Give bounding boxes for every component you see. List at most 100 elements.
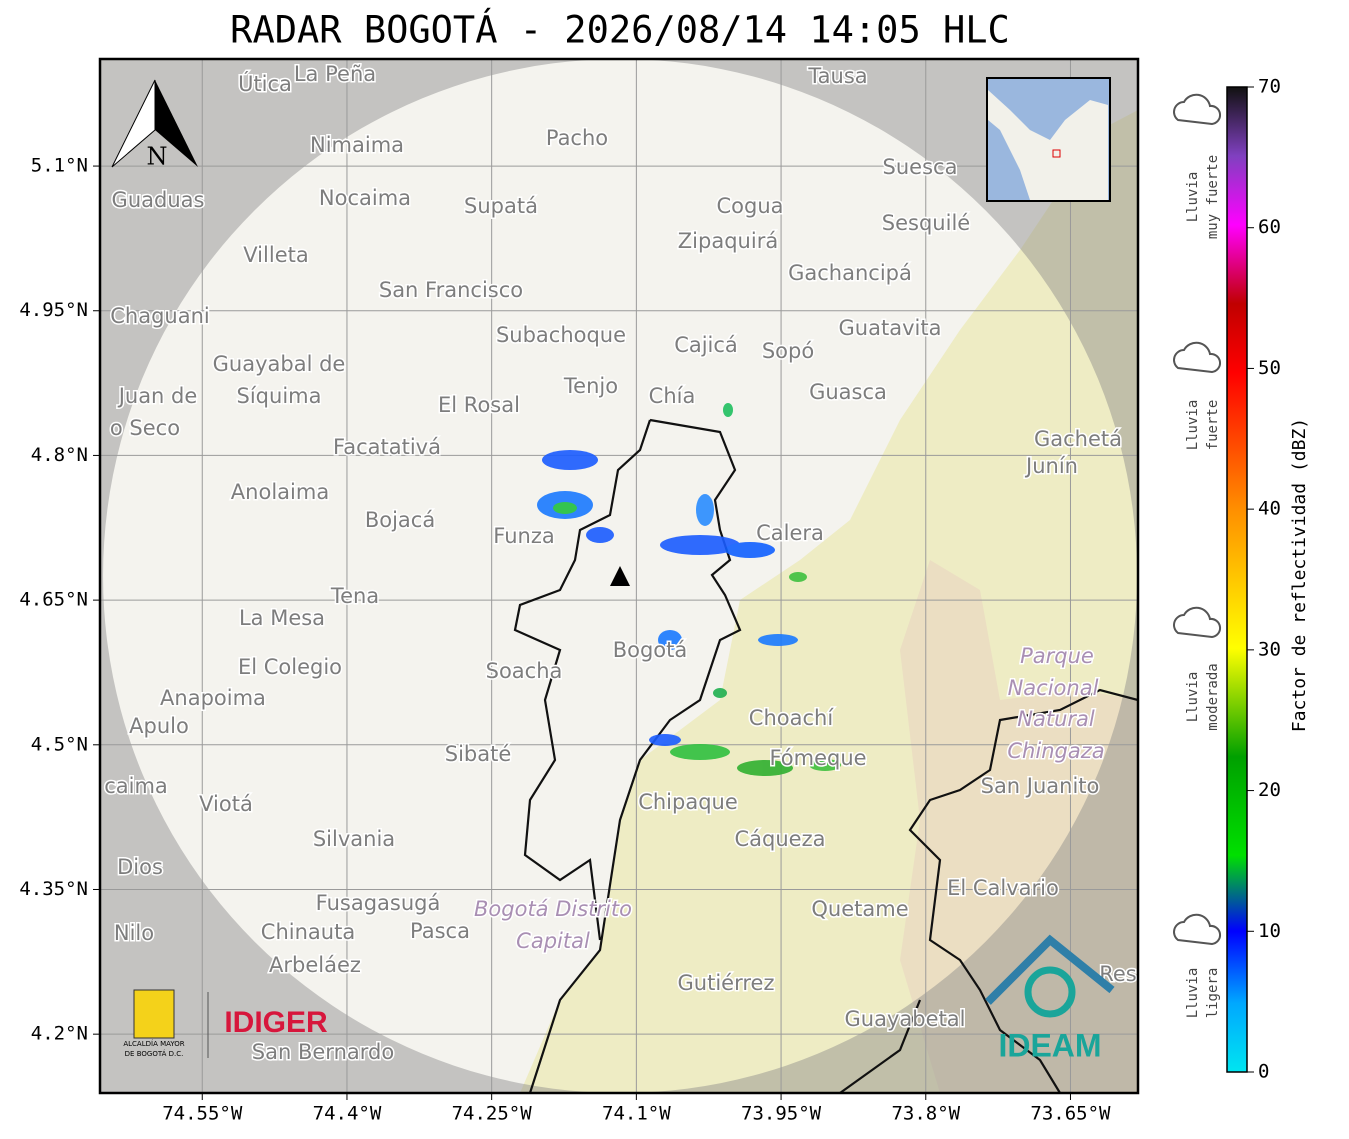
legend-label: fuerte	[1205, 400, 1221, 451]
x-tick-label: 73.65°W	[1030, 1103, 1111, 1125]
y-tick-label: 4.95°N	[19, 299, 88, 321]
place-label: Pacho	[546, 126, 608, 150]
legend-icon	[1173, 913, 1221, 946]
x-tick-label: 74.55°W	[162, 1103, 243, 1125]
radar-site	[610, 566, 630, 586]
place-label: Guayabal de	[213, 352, 346, 376]
place-label: Dios	[117, 855, 163, 879]
place-label: Subachoque	[496, 323, 626, 347]
place-label: Tenjo	[563, 374, 618, 398]
x-tick-label: 74.25°W	[452, 1103, 533, 1125]
map-frame	[98, 57, 1140, 1095]
place-label: El Calvario	[947, 876, 1059, 900]
place-label: Pasca	[410, 919, 470, 943]
place-label: Zipaquirá	[678, 229, 778, 253]
park-label: Capital	[516, 929, 590, 953]
place-label: Facatativá	[333, 435, 441, 459]
ideam-logo: IDEAM	[998, 1027, 1101, 1063]
colorbar-tick-label: 10	[1258, 920, 1281, 942]
north-arrow-right	[155, 80, 198, 167]
place-label: Fómeque	[769, 746, 866, 770]
inset-marker	[1052, 149, 1061, 158]
place-label: Síquima	[237, 384, 322, 408]
radar-echoes	[537, 403, 841, 776]
place-label: Chinauta	[261, 920, 355, 944]
place-label: Funza	[493, 524, 554, 548]
district-boundary	[513, 418, 742, 1093]
inset-land	[988, 90, 1108, 200]
place-label: Anolaima	[231, 480, 329, 504]
x-tick-label: 74.1°W	[602, 1103, 671, 1125]
place-label: Guaduas	[112, 188, 205, 212]
park-label: Chingaza	[1007, 739, 1104, 763]
place-label: caima	[104, 774, 168, 798]
park-label: Nacional	[1008, 676, 1099, 700]
legend-label: ligera	[1205, 968, 1221, 1019]
place-label: San Juanito	[981, 774, 1100, 798]
place-label: San Bernardo	[252, 1040, 394, 1064]
idiger-logo: IDIGER	[224, 1006, 328, 1039]
title: RADAR BOGOTÁ - 2026/08/14 14:05 HLC	[230, 8, 1010, 52]
y-tick-label: 5.1°N	[31, 155, 88, 177]
ideam-roof	[985, 934, 1115, 1005]
colorbar-tick-label: 70	[1258, 76, 1281, 98]
y-tick-label: 4.35°N	[19, 878, 88, 900]
place-label: Juan de	[117, 384, 198, 408]
legend-icon	[1173, 93, 1221, 126]
colorbar-tick-label: 40	[1258, 498, 1281, 520]
place-label: Sibaté	[445, 742, 512, 766]
y-tick-label: 4.5°N	[31, 733, 88, 755]
place-label: La Mesa	[239, 606, 325, 630]
place-label: Gutiérrez	[678, 971, 775, 995]
place-label: Guayabetal	[845, 1007, 966, 1031]
place-label: Tena	[330, 584, 379, 608]
colorbar-tick-label: 20	[1258, 779, 1281, 801]
place-label: Apulo	[129, 714, 189, 738]
place-label: Calera	[756, 521, 824, 545]
place-label: Tausa	[807, 64, 867, 88]
place-label: La Peña	[294, 62, 376, 86]
colorbar-tick-label: 0	[1258, 1061, 1269, 1083]
place-label: Cáqueza	[735, 827, 826, 851]
place-label: Suesca	[883, 155, 958, 179]
place-label: Supatá	[464, 194, 538, 218]
place-label: Cajicá	[674, 333, 738, 357]
place-label: Quetame	[811, 897, 908, 921]
colorbar	[1226, 86, 1248, 1073]
legend-label: Lluvia	[1185, 968, 1201, 1019]
legend-label: moderada	[1205, 663, 1221, 730]
ideam-swirl	[1024, 966, 1076, 1018]
place-label: o Seco	[110, 416, 180, 440]
place-label: El Rosal	[438, 393, 520, 417]
place-label: Soacha	[486, 659, 563, 683]
place-label: Nimaima	[310, 133, 404, 157]
place-label: Gachetá	[1034, 427, 1122, 451]
place-label: Anapoima	[160, 686, 266, 710]
colorbar-tick-label: 50	[1258, 357, 1281, 379]
colorbar-tick-label: 30	[1258, 638, 1281, 660]
y-tick-label: 4.8°N	[31, 444, 88, 466]
place-label: Bojacá	[365, 508, 435, 532]
legend-label: Lluvia	[1185, 172, 1201, 223]
place-label: Bogotá	[613, 638, 688, 662]
colorbar-label: Factor de reflectividad (dBZ)	[1289, 418, 1310, 732]
place-label: Útica	[238, 71, 292, 96]
place-label: Gachancipá	[788, 261, 912, 285]
x-tick-label: 73.8°W	[891, 1103, 960, 1125]
north-label: N	[147, 143, 168, 171]
place-label: Guatavita	[839, 316, 942, 340]
alcaldia-text: ALCALDÍA MAYOR	[123, 1039, 184, 1048]
place-label: Sopó	[762, 339, 814, 363]
legend-icon	[1173, 606, 1221, 639]
place-label: Nocaima	[319, 186, 411, 210]
place-label: Guasca	[809, 380, 887, 404]
park-label: Natural	[1017, 707, 1095, 731]
place-label: Fusagasugá	[316, 891, 441, 915]
alcaldia-text: DE BOGOTÁ D.C.	[125, 1049, 184, 1058]
alcaldia-shield	[133, 989, 175, 1039]
park-label: Parque	[1020, 644, 1094, 668]
place-label: Villeta	[243, 243, 308, 267]
place-label: Chía	[649, 384, 696, 408]
legend-label: muy fuerte	[1205, 155, 1221, 239]
